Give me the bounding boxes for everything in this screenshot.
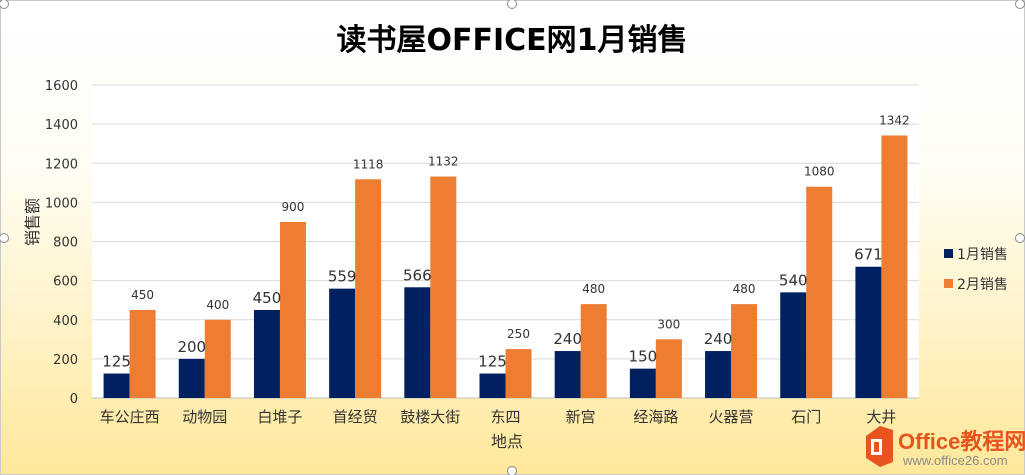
data-label-series-2: 450 xyxy=(131,288,154,302)
resize-handle-left[interactable] xyxy=(0,233,9,243)
y-tick-label: 800 xyxy=(53,236,78,251)
watermark-url: www.office26.com xyxy=(902,453,1008,468)
y-tick-label: 200 xyxy=(53,353,78,368)
bar-series-1[interactable] xyxy=(404,287,431,398)
bar-series-2[interactable] xyxy=(806,186,833,398)
bar-series-2[interactable] xyxy=(355,179,382,398)
bar-series-1[interactable] xyxy=(780,292,807,398)
bar-series-1[interactable] xyxy=(329,288,356,398)
bar-series-1[interactable] xyxy=(178,358,205,398)
resize-handle-top[interactable] xyxy=(507,0,517,9)
y-tick-label: 1600 xyxy=(45,79,78,94)
data-label-series-1: 566 xyxy=(403,266,432,284)
bar-series-2[interactable] xyxy=(129,309,156,398)
y-tick-label: 1000 xyxy=(45,196,78,211)
data-label-series-1: 450 xyxy=(253,289,282,307)
data-label-series-1: 150 xyxy=(629,348,658,366)
office-logo-icon xyxy=(866,426,893,467)
legend: 1月销售 2月销售 xyxy=(944,247,1008,293)
x-tick-label: 鼓楼大街 xyxy=(400,408,460,426)
data-label-series-1: 125 xyxy=(478,353,507,371)
y-axis-title: 销售额 xyxy=(23,198,42,246)
bar-series-1[interactable] xyxy=(253,309,280,398)
bar-series-1[interactable] xyxy=(554,351,581,398)
x-tick-label: 经海路 xyxy=(633,408,678,426)
y-tick-label: 0 xyxy=(70,392,78,407)
data-label-series-1: 671 xyxy=(854,246,883,264)
data-label-series-2: 400 xyxy=(206,298,229,312)
data-label-series-2: 480 xyxy=(733,282,756,296)
x-tick-label: 白堆子 xyxy=(257,408,302,426)
data-label-series-1: 540 xyxy=(779,271,808,289)
x-tick-label: 东四 xyxy=(490,408,520,426)
bar-series-1[interactable] xyxy=(855,266,882,398)
legend-swatch-series-2 xyxy=(944,279,953,288)
y-tick-label: 1400 xyxy=(45,118,78,133)
bars xyxy=(103,135,908,398)
y-axis-ticks: 0 200 400 600 800 1000 1200 1400 1600 xyxy=(45,79,78,407)
bar-series-1[interactable] xyxy=(479,373,506,398)
x-tick-label: 动物园 xyxy=(182,408,227,426)
x-axis-ticks: 车公庄西 动物园 白堆子 首经贸 鼓楼大街 东四 新宫 经海路 火器营 石门 大井 xyxy=(100,408,897,426)
resize-handle-right[interactable] xyxy=(1015,233,1025,243)
bar-series-2[interactable] xyxy=(580,304,607,398)
data-label-series-1: 125 xyxy=(102,353,131,371)
chart-title: 读书屋OFFICE网1月销售 xyxy=(336,23,687,58)
x-axis-title: 地点 xyxy=(491,432,523,451)
data-label-series-1: 559 xyxy=(328,268,357,286)
bar-series-1[interactable] xyxy=(705,351,732,398)
data-label-series-1: 240 xyxy=(553,330,582,348)
legend-label-series-1: 1月销售 xyxy=(957,247,1008,263)
bar-series-2[interactable] xyxy=(505,349,532,398)
resize-handle-bottom[interactable] xyxy=(507,466,517,475)
x-tick-label: 火器营 xyxy=(709,408,754,426)
bar-series-1[interactable] xyxy=(629,368,656,398)
legend-label-series-2: 2月销售 xyxy=(957,277,1008,293)
y-tick-label: 600 xyxy=(53,275,78,290)
data-label-series-1: 240 xyxy=(704,330,733,348)
data-label-series-2: 1118 xyxy=(353,157,384,171)
resize-handle-top-right[interactable] xyxy=(1015,0,1025,9)
resize-handle-top-left[interactable] xyxy=(0,0,9,9)
bar-series-2[interactable] xyxy=(204,319,231,398)
x-tick-label: 石门 xyxy=(791,408,821,426)
legend-swatch-series-1 xyxy=(944,249,953,258)
data-label-series-2: 480 xyxy=(582,282,605,296)
bar-series-2[interactable] xyxy=(430,176,457,398)
data-label-series-2: 900 xyxy=(282,200,305,214)
bar-series-1[interactable] xyxy=(103,373,130,398)
y-tick-label: 1200 xyxy=(45,157,78,172)
data-label-series-2: 250 xyxy=(507,327,530,341)
bar-series-2[interactable] xyxy=(655,339,682,398)
x-tick-label: 新宫 xyxy=(566,408,596,426)
watermark-brand: Office教程网 xyxy=(898,429,1025,454)
data-label-series-1: 200 xyxy=(177,338,206,356)
data-label-series-2: 1132 xyxy=(428,155,459,169)
watermark: Office教程网 www.office26.com xyxy=(866,426,1025,468)
data-label-series-2: 1342 xyxy=(879,113,910,127)
x-tick-label: 大井 xyxy=(866,408,896,426)
y-tick-label: 400 xyxy=(53,314,78,329)
data-label-series-2: 300 xyxy=(657,317,680,331)
bar-series-2[interactable] xyxy=(279,221,306,398)
bar-series-2[interactable] xyxy=(731,304,758,398)
x-tick-label: 车公庄西 xyxy=(100,408,160,426)
x-tick-label: 首经贸 xyxy=(333,408,378,426)
data-label-series-2: 1080 xyxy=(804,165,835,179)
bar-series-2[interactable] xyxy=(881,135,908,398)
